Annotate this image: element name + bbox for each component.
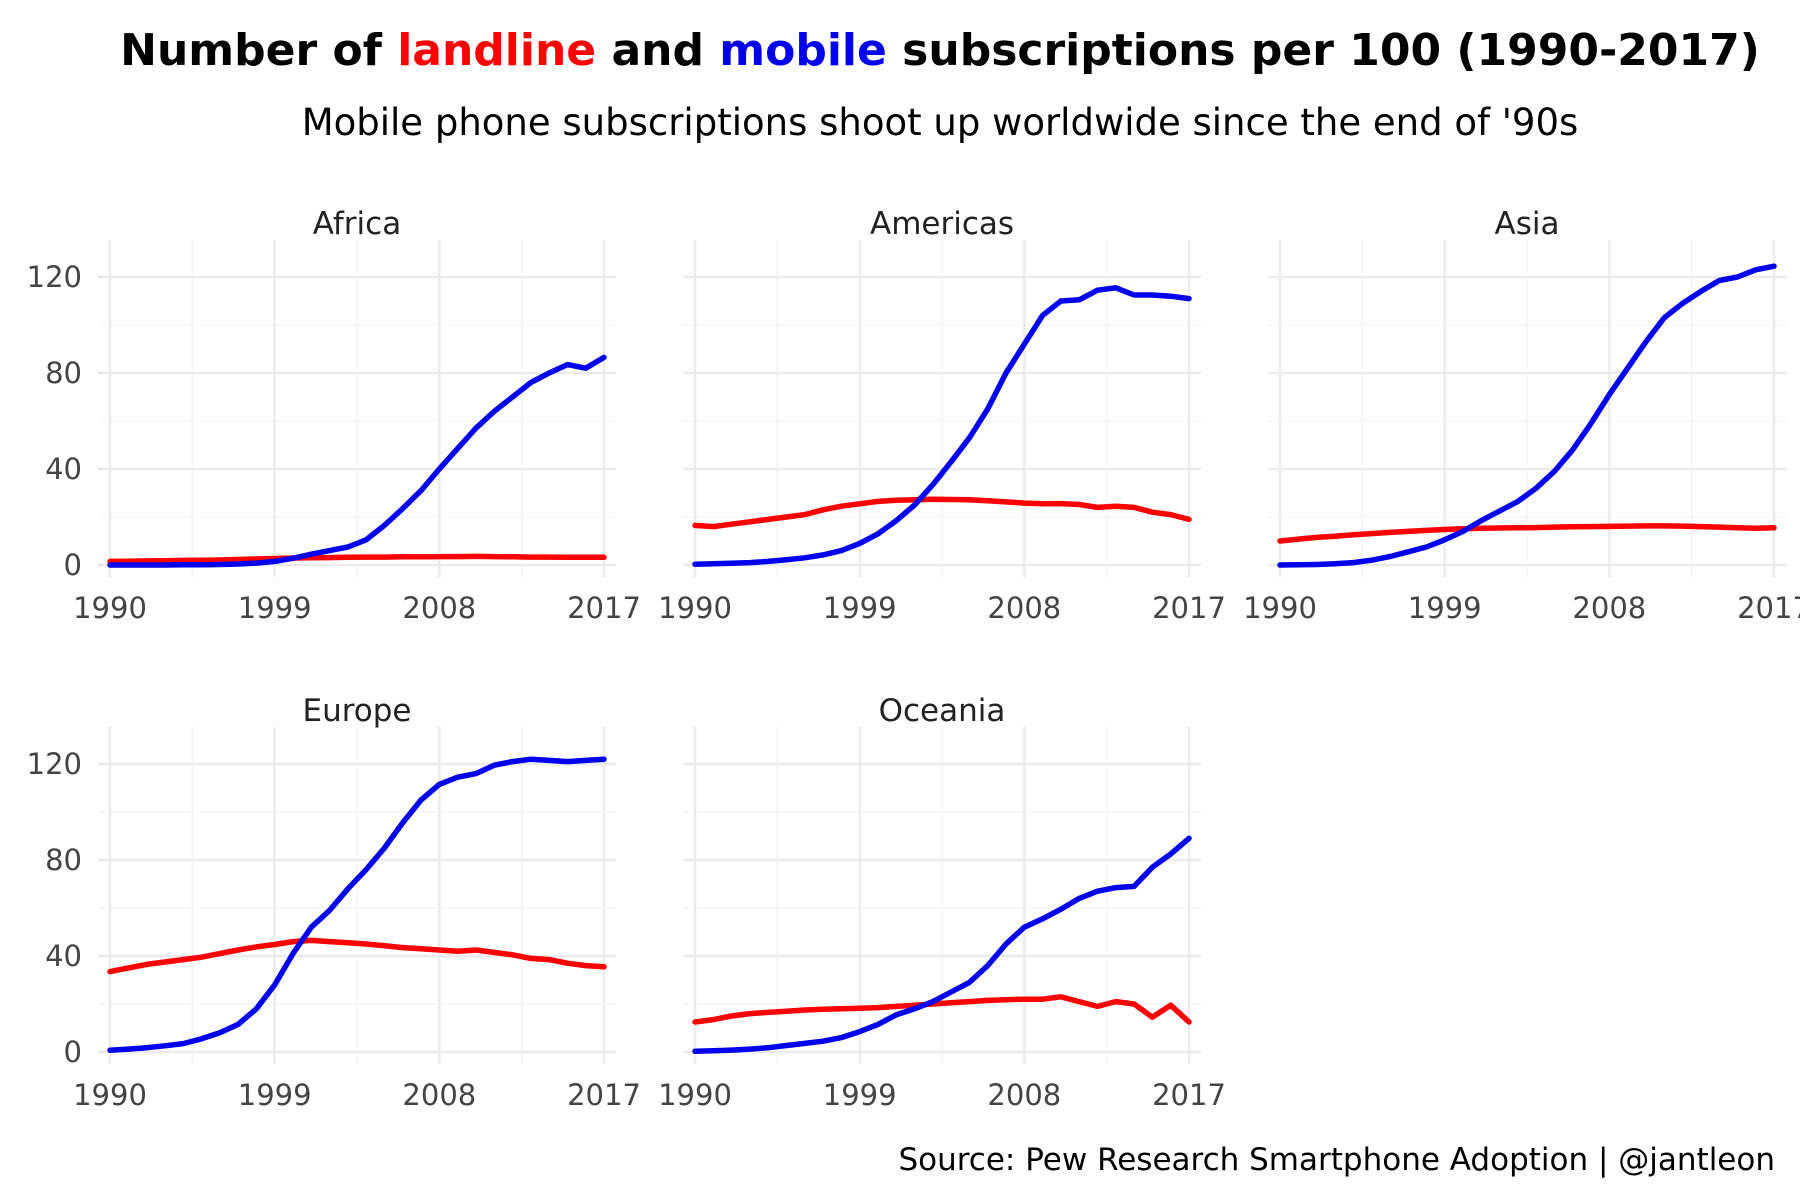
facet-europe-landline-line xyxy=(107,937,607,975)
facet-europe-y-tick-label: 0 xyxy=(64,1035,82,1069)
facet-oceania-panel: Oceania 1990 1999 2008 2017 xyxy=(658,693,1226,1112)
facet-americas-strip-label: Americas xyxy=(870,206,1014,242)
facet-africa-mobile-line xyxy=(107,354,607,568)
facet-europe-panel: Europe 0 40 80 120 1990 1999 2008 2017 xyxy=(27,693,641,1112)
facet-africa-panel: Africa 0 40 80 120 1990 1999 2008 2017 xyxy=(27,206,641,625)
chart-subtitle: Mobile phone subscriptions shoot up worl… xyxy=(302,101,1579,144)
facet-americas-panel: Americas 1990 1999 2008 2017 xyxy=(658,206,1226,625)
title-mobile-word: mobile xyxy=(719,25,887,76)
facet-europe-x-tick-label: 1990 xyxy=(73,1078,147,1112)
facet-asia-x-tick-label: 2017 xyxy=(1737,591,1800,625)
facet-europe-mobile-line xyxy=(107,756,607,1054)
facet-asia-x-tick-label: 1999 xyxy=(1408,591,1482,625)
facet-europe-y-tick-label: 120 xyxy=(27,747,82,781)
facet-oceania-x-tick-label: 1999 xyxy=(823,1078,897,1112)
facet-oceania-strip-label: Oceania xyxy=(879,693,1006,729)
facet-europe-y-tick-label: 40 xyxy=(45,939,82,973)
facet-europe-strip-label: Europe xyxy=(302,693,411,729)
facet-europe-x-tick-label: 2008 xyxy=(402,1078,476,1112)
facet-americas-x-tick-label: 2017 xyxy=(1152,591,1226,625)
facet-asia-panel: Asia 1990 1999 2008 2017 xyxy=(1243,206,1800,625)
facet-europe-x-tick-label: 2017 xyxy=(567,1078,641,1112)
facet-africa-strip-label: Africa xyxy=(313,206,401,242)
facet-africa-y-tick-label: 40 xyxy=(45,452,82,486)
facet-oceania-x-tick-label: 2008 xyxy=(987,1078,1061,1112)
facet-americas-landline-line xyxy=(692,496,1192,530)
facet-americas-x-tick-label: 2008 xyxy=(987,591,1061,625)
facet-oceania-x-tick-label: 1990 xyxy=(658,1078,732,1112)
facet-africa-y-tick-label: 0 xyxy=(64,548,82,582)
chart-title: Number of landline and mobile subscripti… xyxy=(120,25,1760,76)
facet-asia-x-tick-label: 2008 xyxy=(1572,591,1646,625)
facet-asia-mobile-line xyxy=(1277,263,1777,568)
facet-africa-landline-line xyxy=(107,553,607,565)
facet-panels: Africa 0 40 80 120 1990 1999 2008 2017 Americas 19… xyxy=(27,206,1800,1112)
facet-africa-y-tick-label: 80 xyxy=(45,356,82,390)
facet-asia-strip-label: Asia xyxy=(1495,206,1560,242)
facet-europe-x-tick-label: 1999 xyxy=(238,1078,312,1112)
facet-africa-y-tick-label: 120 xyxy=(27,260,82,294)
facet-africa-x-tick-label: 2008 xyxy=(402,591,476,625)
facet-africa-x-tick-label: 1990 xyxy=(73,591,147,625)
title-part3: subscriptions per 100 (1990-2017) xyxy=(887,25,1760,76)
facet-asia-landline-line xyxy=(1277,523,1777,544)
facet-europe-y-tick-label: 80 xyxy=(45,843,82,877)
chart-caption: Source: Pew Research Smartphone Adoption… xyxy=(898,1142,1775,1178)
title-part2: and xyxy=(596,25,719,76)
facet-asia-x-tick-label: 1990 xyxy=(1243,591,1317,625)
facet-oceania-mobile-line xyxy=(692,835,1192,1055)
facet-oceania-x-tick-label: 2017 xyxy=(1152,1078,1226,1112)
title-landline-word: landline xyxy=(397,25,596,76)
facet-americas-x-tick-label: 1999 xyxy=(823,591,897,625)
facet-africa-x-tick-label: 1999 xyxy=(238,591,312,625)
facet-africa-x-tick-label: 2017 xyxy=(567,591,641,625)
facet-americas-x-tick-label: 1990 xyxy=(658,591,732,625)
facet-oceania-landline-line xyxy=(692,994,1192,1025)
facet-americas-mobile-line xyxy=(692,285,1192,568)
title-part1: Number of xyxy=(120,25,397,76)
